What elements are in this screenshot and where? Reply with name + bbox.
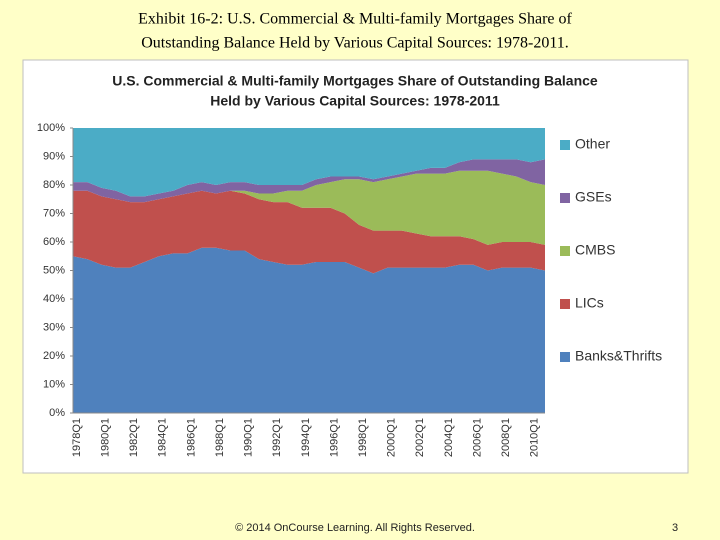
area bbox=[73, 128, 545, 197]
x-tick-label: 1978Q1 bbox=[71, 418, 83, 457]
y-tick-label: 60% bbox=[43, 236, 65, 248]
x-tick-label: 1990Q1 bbox=[243, 418, 255, 457]
legend-swatch bbox=[560, 246, 570, 256]
y-tick-label: 80% bbox=[43, 179, 65, 191]
area bbox=[73, 247, 545, 413]
x-tick-label: 2010Q1 bbox=[529, 418, 541, 457]
legend-label: CMBS bbox=[575, 242, 615, 258]
legend-swatch bbox=[560, 140, 570, 150]
x-tick-label: 2008Q1 bbox=[500, 418, 512, 457]
area bbox=[73, 170, 545, 245]
chart-title: U.S. Commercial & Multi-family Mortgages… bbox=[112, 73, 598, 89]
y-tick-label: 50% bbox=[43, 264, 65, 276]
legend-label: Other bbox=[575, 136, 610, 152]
x-tick-label: 2000Q1 bbox=[386, 418, 398, 457]
area bbox=[73, 190, 545, 274]
legend-swatch bbox=[560, 193, 570, 203]
y-tick-label: 30% bbox=[43, 321, 65, 333]
x-tick-label: 1980Q1 bbox=[100, 418, 112, 457]
x-tick-label: 1984Q1 bbox=[157, 418, 169, 457]
x-tick-label: 1994Q1 bbox=[300, 418, 312, 457]
y-tick-label: 70% bbox=[43, 207, 65, 219]
x-tick-label: 2004Q1 bbox=[443, 418, 455, 457]
y-tick-label: 40% bbox=[43, 293, 65, 305]
slide-title: Exhibit 16-2: U.S. Commercial & Multi-fa… bbox=[138, 11, 572, 28]
chart-title: Held by Various Capital Sources: 1978-20… bbox=[210, 93, 500, 109]
x-tick-label: 1998Q1 bbox=[357, 418, 369, 457]
x-tick-label: 1986Q1 bbox=[185, 418, 197, 457]
slide-title: Outstanding Balance Held by Various Capi… bbox=[141, 35, 568, 52]
legend-swatch bbox=[560, 299, 570, 309]
area bbox=[73, 159, 545, 203]
y-tick-label: 20% bbox=[43, 350, 65, 362]
y-tick-label: 10% bbox=[43, 378, 65, 390]
x-tick-label: 1992Q1 bbox=[271, 418, 283, 457]
x-tick-label: 1996Q1 bbox=[328, 418, 340, 457]
y-tick-label: 90% bbox=[43, 150, 65, 162]
copyright: © 2014 OnCourse Learning. All Rights Res… bbox=[235, 522, 475, 534]
y-tick-label: 0% bbox=[49, 407, 65, 419]
legend-label: LICs bbox=[575, 295, 604, 311]
y-tick-label: 100% bbox=[37, 122, 65, 134]
page-number: 3 bbox=[672, 522, 678, 534]
x-tick-label: 1982Q1 bbox=[128, 418, 140, 457]
x-tick-label: 2006Q1 bbox=[471, 418, 483, 457]
legend-swatch bbox=[560, 352, 570, 362]
x-tick-label: 1988Q1 bbox=[214, 418, 226, 457]
legend-label: GSEs bbox=[575, 189, 612, 205]
x-tick-label: 2002Q1 bbox=[414, 418, 426, 457]
legend-label: Banks&Thrifts bbox=[575, 348, 662, 364]
